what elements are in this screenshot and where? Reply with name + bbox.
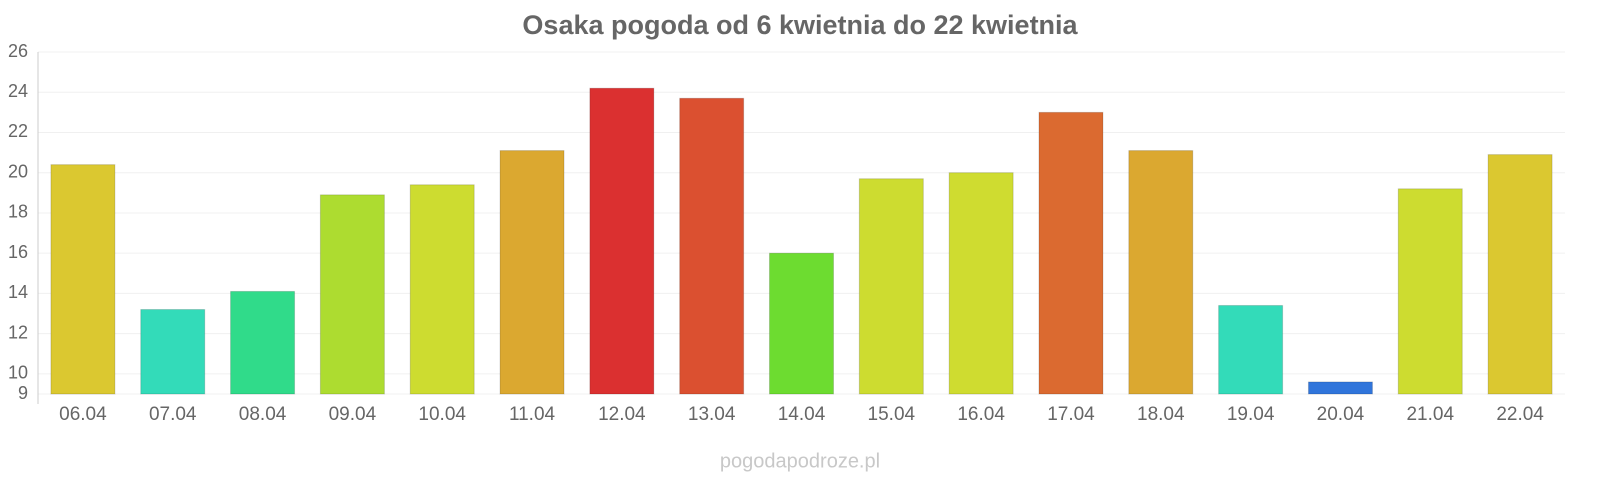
source: pogodapodroze.pl: [720, 450, 880, 472]
bar: [1397, 188, 1463, 395]
x-tick-label: 13.04: [688, 404, 736, 425]
x-tick-label: 06.04: [59, 404, 107, 425]
chart-title: Osaka pogoda od 6 kwietnia do 22 kwietni…: [522, 10, 1078, 40]
x-tick-label: 09.04: [329, 404, 377, 425]
bar: [140, 309, 206, 395]
y-tick-label: 14: [8, 282, 28, 302]
bar: [858, 178, 924, 395]
y-tick-label: 18: [8, 202, 28, 222]
y-tick-label: 9: [18, 383, 28, 403]
bar: [1218, 304, 1284, 395]
bar: [319, 194, 385, 395]
bar: [679, 97, 745, 395]
x-tick-label: 11.04: [509, 404, 556, 425]
y-tick-label: 16: [8, 242, 28, 262]
bar: [769, 252, 834, 395]
x-tick-label: 12.04: [598, 404, 646, 425]
bar: [1307, 381, 1373, 395]
x-tick-label: 10.04: [418, 404, 466, 425]
y-tick-label: 24: [8, 81, 28, 101]
bar: [1128, 150, 1194, 395]
x-tick-label: 15.04: [868, 404, 916, 425]
y-tick-label: 26: [8, 41, 28, 61]
y-tick-label: 20: [8, 161, 28, 181]
x-tick-label: 19.04: [1227, 404, 1275, 425]
x-tick-label: 20.04: [1317, 404, 1365, 425]
y-tick-label: 12: [8, 322, 28, 342]
x-tick-label: 22.04: [1496, 404, 1544, 425]
x-tick-label: 21.04: [1406, 404, 1454, 425]
bar: [409, 184, 475, 395]
bar: [50, 164, 116, 395]
x-tick-label: 08.04: [239, 404, 287, 425]
bar: [230, 290, 296, 395]
x-tick-label: 14.04: [778, 404, 826, 425]
bar: [1038, 111, 1104, 395]
bar: [948, 172, 1014, 395]
bar: [1487, 154, 1553, 395]
bar: [499, 150, 565, 395]
x-tick-label: 16.04: [957, 404, 1005, 425]
bar: [589, 87, 655, 395]
x-tick-label: 18.04: [1137, 404, 1185, 425]
x-tick-label: 17.04: [1047, 404, 1095, 425]
y-tick-label: 22: [8, 121, 28, 141]
y-tick-label: 10: [8, 363, 28, 383]
x-tick-label: 07.04: [149, 404, 197, 425]
